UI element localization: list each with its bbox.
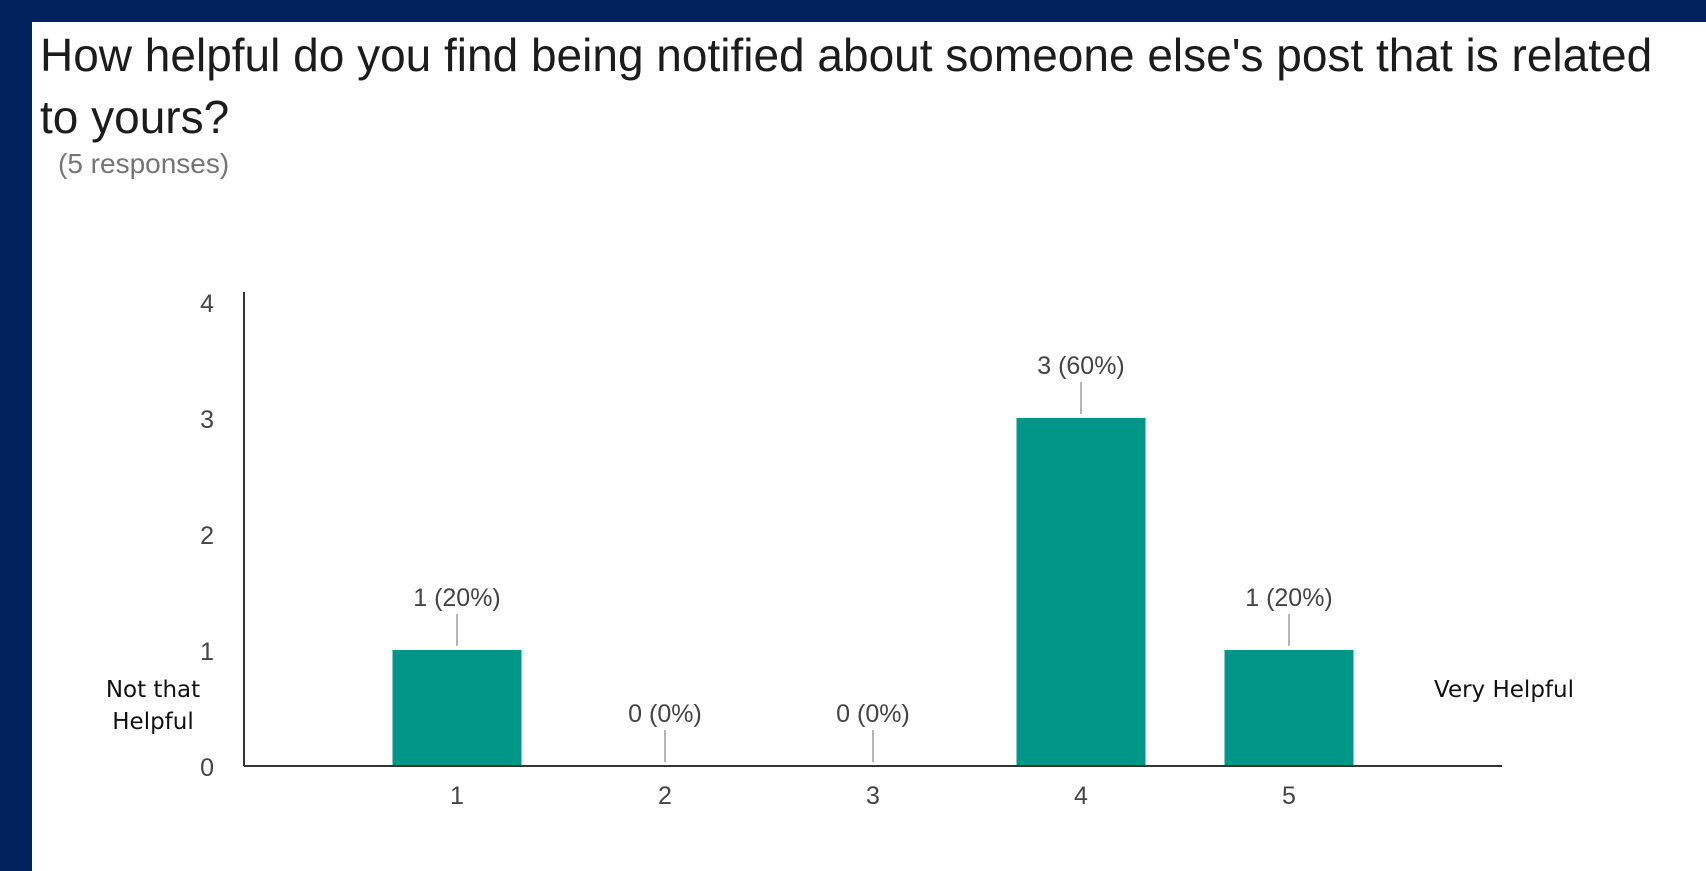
y-tick-label: 0 [200,754,214,782]
y-tick-label: 2 [200,522,214,550]
scale-low-label: Not that Helpful [105,677,201,735]
chart-title: How helpful do you find being notified a… [40,29,1653,143]
y-tick-label: 4 [200,290,214,318]
y-tick-label: 1 [200,638,214,666]
bar [392,650,522,766]
y-axis-ticks: 0 1 2 3 4 [200,290,214,782]
bar [1224,650,1354,766]
x-tick-label: 5 [1282,782,1296,810]
x-tick-label: 2 [658,782,672,810]
x-tick-label: 3 [866,782,880,810]
bar [1016,418,1146,766]
x-tick-label: 1 [450,782,464,810]
x-axis-ticks: 1 2 3 4 5 [450,782,1296,810]
y-tick-label: 3 [200,406,214,434]
bars [392,418,1354,766]
data-label: 0 (0%) [836,700,910,728]
response-count: (5 responses) [58,148,230,179]
data-label: 0 (0%) [628,700,702,728]
x-tick-label: 4 [1074,782,1088,810]
scale-high-label: Very Helpful [1434,677,1574,703]
data-label: 3 (60%) [1037,352,1125,380]
data-labels: 1 (20%) 0 (0%) 0 (0%) 3 (60%) 1 (20%) [413,352,1333,728]
data-label-leaders [456,382,1290,762]
data-label: 1 (20%) [1245,584,1333,612]
axes [243,292,1502,767]
data-label: 1 (20%) [413,584,501,612]
chart-panel: How helpful do you find being notified a… [32,22,1706,871]
